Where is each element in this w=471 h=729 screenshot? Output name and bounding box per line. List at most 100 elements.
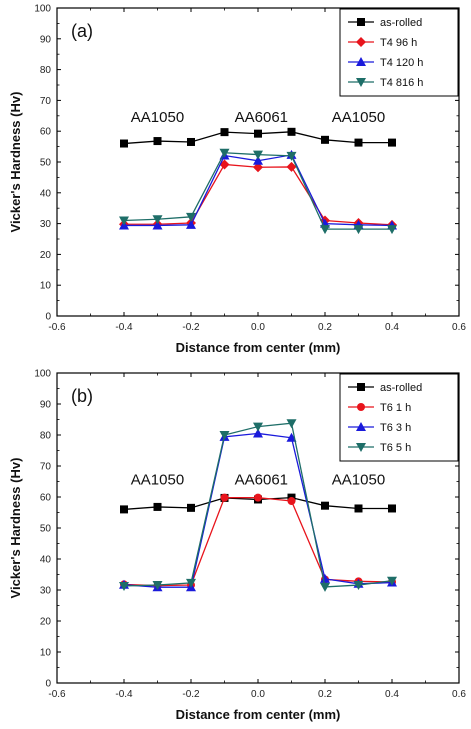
data-point [387,225,397,235]
legend-entry: T6 1 h [380,402,411,414]
legend-entry: T6 5 h [380,442,411,454]
data-point [120,505,128,514]
x-tick-label: -0.6 [48,689,66,700]
data-point [119,216,129,226]
series-3 [119,419,397,592]
legend-marker [356,57,366,66]
y-tick-label: 50 [40,158,52,169]
legend-marker [357,383,365,391]
region-annotation: AA1050 [131,472,184,489]
y-tick-label: 100 [34,4,51,15]
data-point [353,581,364,591]
x-axis-label: Distance from center (mm) [176,340,341,355]
y-tick-label: 80 [40,431,52,442]
y-tick-label: 90 [40,34,52,45]
panel-label: (a) [71,21,93,41]
region-annotation: AA1050 [332,109,385,126]
data-point [287,127,296,136]
y-tick-label: 40 [40,555,52,566]
data-point [120,139,128,148]
legend-entry: T4 120 h [380,57,423,69]
y-tick-label: 30 [40,219,52,230]
data-point [320,225,330,235]
data-point [219,159,230,170]
x-tick-label: -0.2 [182,322,200,333]
legend-marker [356,37,366,47]
legend-marker [356,422,366,431]
data-point [354,504,363,513]
data-point [119,581,129,591]
y-tick-label: 0 [45,312,51,323]
data-point [286,432,297,442]
y-tick-label: 70 [40,462,52,473]
legend: as-rolled T4 96 h T4 120 h T4 816 h [339,8,459,97]
x-tick-label: 0.0 [251,689,265,700]
legend-marker [357,403,365,411]
x-tick-label: 0.0 [251,322,265,333]
series-0 [120,127,396,148]
y-tick-label: 80 [40,65,52,76]
y-tick-label: 100 [34,369,51,380]
x-tick-label: -0.4 [115,322,133,333]
data-point [253,422,263,432]
data-point [152,215,163,225]
x-tick-label: -0.4 [115,689,133,700]
series-line [124,163,393,226]
y-axis-label: Vicker's Hardness (Hv) [8,92,23,233]
y-tick-label: 70 [40,96,52,107]
y-tick-label: 0 [45,679,51,690]
y-tick-label: 90 [40,400,52,411]
data-point [219,431,230,440]
region-annotation: AA6061 [235,472,288,489]
x-tick-label: 0.2 [318,322,332,333]
data-point [286,151,297,161]
legend: as-rolled T6 1 h T6 3 h T6 5 h [339,373,459,462]
chart-panel-a: 0 10 20 30 40 50 60 70 80 90 100 -0.6 -0.4 -0.2 0.0 0.2… [8,4,466,356]
y-tick-label: 20 [40,617,52,628]
legend-entry: T4 816 h [380,77,423,89]
series-3 [119,148,397,235]
data-point [253,428,263,438]
legend-marker [356,443,366,452]
legend-entry: T4 96 h [380,37,417,49]
data-point [254,129,262,138]
data-point [286,419,297,429]
legend-marker [357,18,365,26]
x-tick-label: 0.6 [452,322,466,333]
x-axis-label: Distance from center (mm) [176,707,341,722]
data-point [388,504,396,513]
x-tick-label: -0.2 [182,689,200,700]
data-point [153,137,162,146]
x-tick-label: 0.4 [385,322,399,333]
data-point [220,493,229,502]
data-point [321,501,329,510]
data-point [186,219,196,229]
data-point [387,576,397,586]
data-point [354,138,363,147]
region-annotation: AA6061 [235,109,288,126]
data-point [286,161,297,172]
y-tick-label: 60 [40,493,52,504]
y-tick-label: 10 [40,648,52,659]
x-tick-label: 0.6 [452,689,466,700]
data-point [287,497,296,506]
data-point [254,493,262,502]
data-point [253,150,263,160]
data-point [388,138,396,147]
y-tick-label: 20 [40,250,52,261]
data-point [353,225,364,235]
legend-entry: T6 3 h [380,422,411,434]
data-point [253,155,263,165]
y-axis-label: Vicker's Hardness (Hv) [8,458,23,599]
data-point [220,128,229,137]
data-point [152,581,163,591]
series-line [123,496,393,587]
region-annotation: AA1050 [332,472,385,489]
data-point [320,582,330,592]
data-point [320,573,330,583]
data-point [187,503,195,512]
chart-panel-b: 0 10 20 30 40 50 60 70 80 90 100 -0.6 -0.4 -0.2 0.0 0.2… [8,369,466,723]
data-point [186,212,196,222]
y-tick-label: 10 [40,281,52,292]
